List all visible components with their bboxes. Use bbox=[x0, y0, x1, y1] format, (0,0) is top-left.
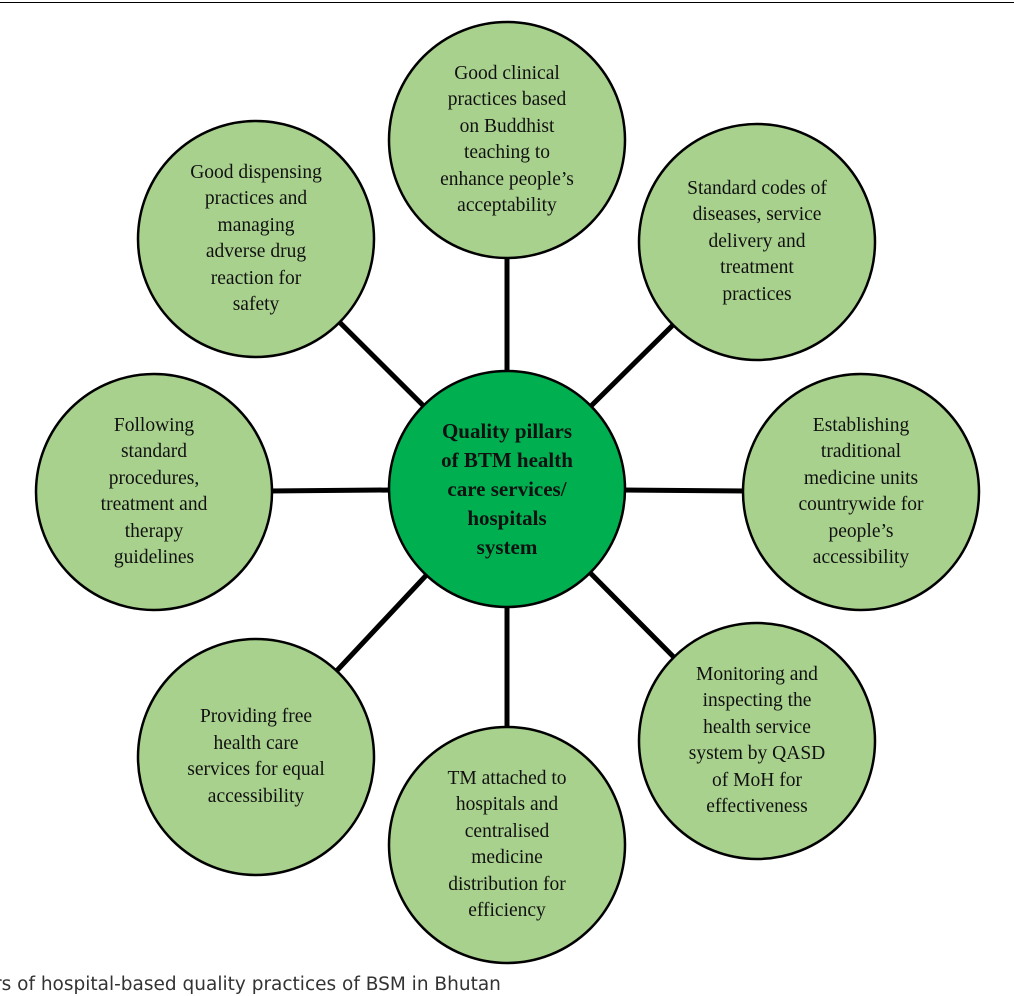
pillar-label-bottom-right: Monitoring and inspecting the health ser… bbox=[688, 663, 826, 818]
pillar-label-top-left: Good dispensing practices and managing a… bbox=[190, 161, 322, 316]
pillar-label-top-right: Standard codes of diseases, service deli… bbox=[687, 177, 827, 305]
pillar-label-bottom: TM attached to hospitals and centralised… bbox=[447, 767, 567, 922]
pillar-circle-left bbox=[34, 372, 274, 612]
pillar-circle-bottom bbox=[387, 725, 627, 965]
pillar-label-left: Following standard procedures, treatment… bbox=[100, 414, 208, 569]
pillar-label-right: Establishing traditional medicine units … bbox=[798, 414, 924, 569]
center-label: Quality pillars of BTM health care servi… bbox=[441, 418, 573, 559]
pillar-circle-bottom-left bbox=[136, 637, 376, 877]
top-rule bbox=[0, 2, 1014, 3]
pillar-circle-top-right bbox=[637, 122, 877, 362]
pillar-circle-right bbox=[741, 372, 981, 612]
pillar-label-top: Good clinical practices based on Buddhis… bbox=[440, 62, 574, 217]
pillar-circle-top bbox=[387, 20, 627, 260]
figure-caption: rs of hospital-based quality practices o… bbox=[0, 974, 501, 995]
pillar-circle-bottom-right bbox=[637, 621, 877, 861]
pillar-label-bottom-left: Providing free health care services for … bbox=[187, 706, 325, 807]
center-circle bbox=[387, 369, 627, 609]
pillar-circle-top-left bbox=[136, 119, 376, 359]
